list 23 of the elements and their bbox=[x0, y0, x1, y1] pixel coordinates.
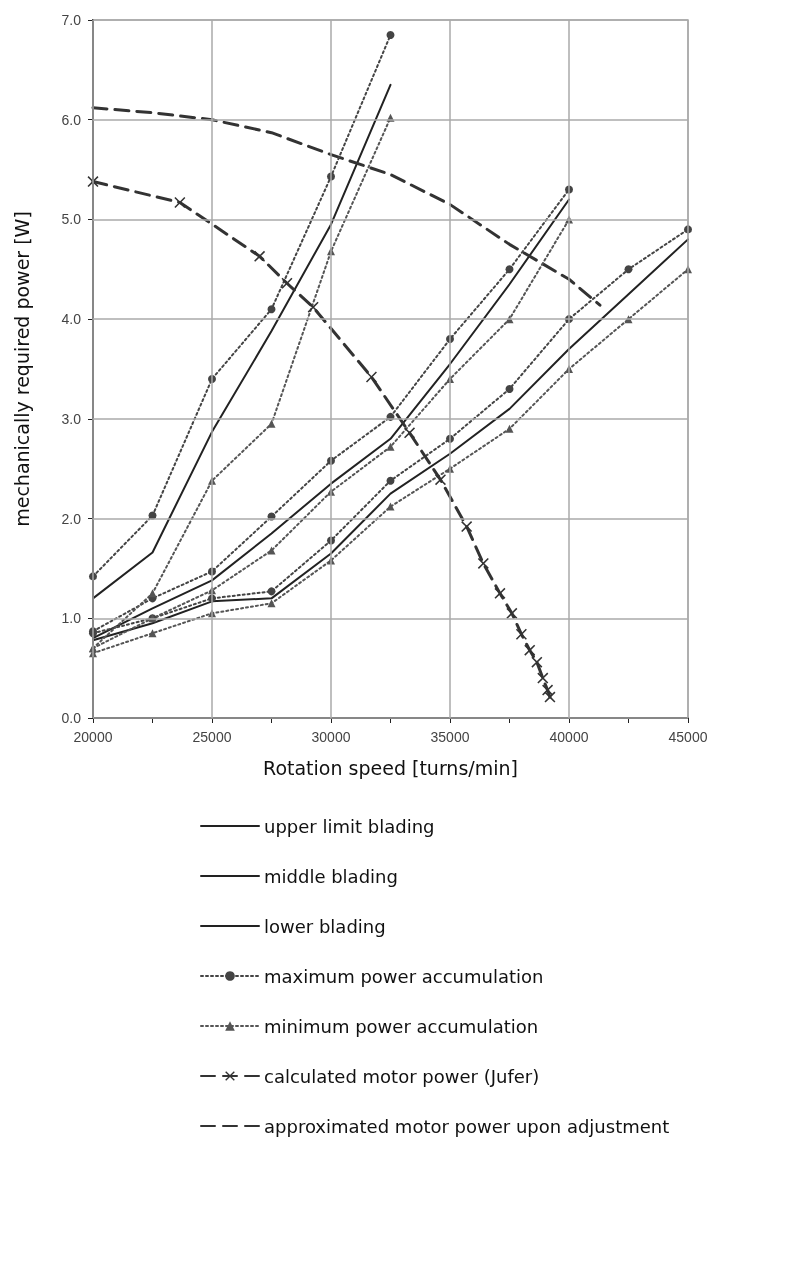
y-tick-label: 6.0 bbox=[61, 111, 82, 128]
legend-label: minimum power accumulation bbox=[264, 1015, 539, 1037]
y-tick-label: 4.0 bbox=[61, 311, 82, 328]
x-tick-label: 40000 bbox=[549, 729, 589, 745]
legend-label: middle blading bbox=[264, 865, 398, 887]
y-axis-title: mechanically required power [W] bbox=[10, 211, 33, 527]
legend-label: maximum power accumulation bbox=[264, 965, 544, 987]
legend-label: upper limit blading bbox=[264, 815, 435, 837]
legend-label: lower blading bbox=[264, 915, 386, 937]
legend-label: calculated motor power (Jufer) bbox=[264, 1065, 540, 1087]
y-tick-label: 3.0 bbox=[61, 410, 82, 427]
y-tick-label: 7.0 bbox=[61, 12, 82, 28]
y-tick-label: 1.0 bbox=[61, 610, 82, 627]
x-tick-label: 35000 bbox=[430, 729, 470, 745]
y-tick-label: 2.0 bbox=[61, 510, 82, 527]
y-tick-label: 0.0 bbox=[61, 710, 82, 726]
x-axis-title: Rotation speed [turns/min] bbox=[263, 756, 518, 779]
x-tick-label: 20000 bbox=[73, 729, 113, 745]
x-tick-label: 25000 bbox=[192, 729, 232, 745]
legend-label: approximated motor power upon adjustment bbox=[264, 1115, 670, 1137]
y-tick-label: 5.0 bbox=[61, 211, 82, 228]
x-tick-label: 45000 bbox=[668, 729, 708, 745]
x-tick-label: 30000 bbox=[311, 729, 351, 745]
